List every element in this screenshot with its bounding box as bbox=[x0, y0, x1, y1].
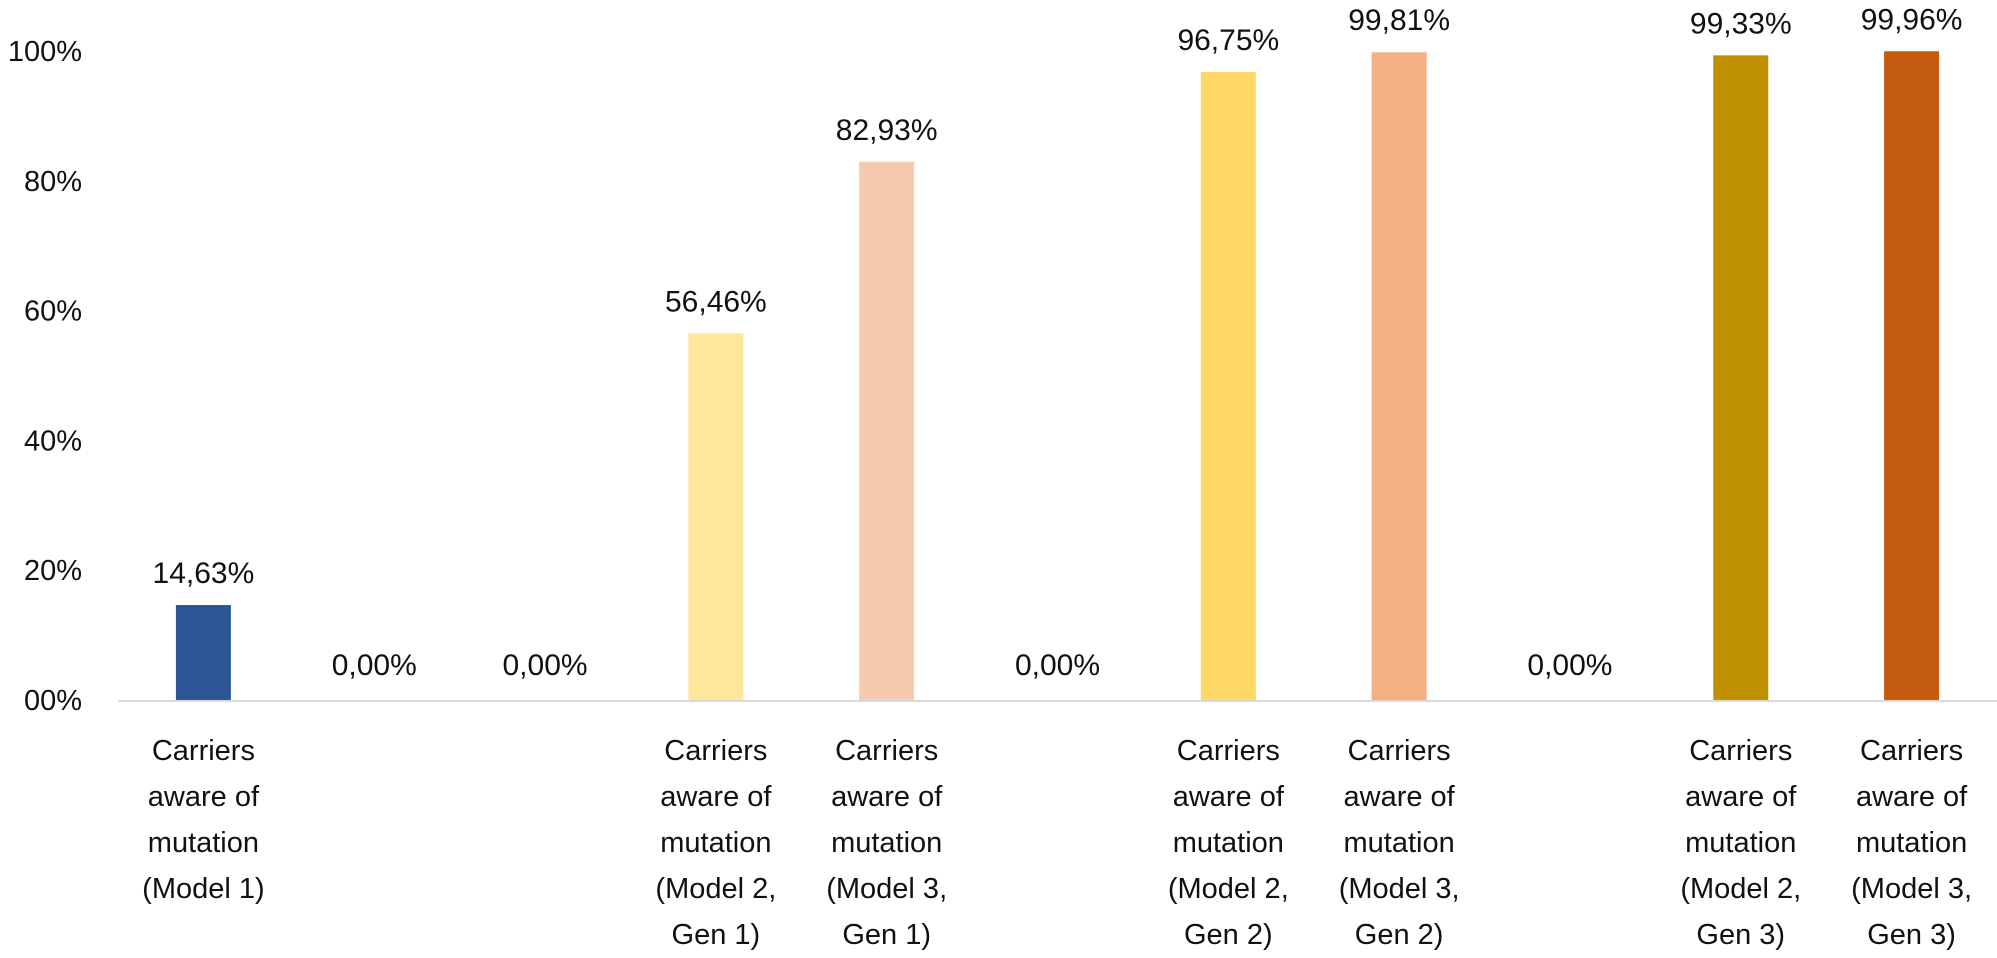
data-label: 82,93% bbox=[836, 114, 938, 147]
data-label: 56,46% bbox=[665, 286, 767, 319]
category-label-line: Carriers bbox=[664, 735, 767, 767]
category-label-line: aware of bbox=[1173, 781, 1285, 813]
category-label-line: Gen 2) bbox=[1355, 919, 1444, 951]
y-tick-label: 80% bbox=[24, 166, 82, 198]
category-label-line: aware of bbox=[1685, 781, 1797, 813]
category-label-line: Carriers bbox=[1689, 735, 1792, 767]
category-label: Carriers aware of mutation (Model 3, Gen 1) bbox=[826, 735, 947, 951]
category-label-line: mutation bbox=[1344, 827, 1455, 859]
category-label-line: Gen 3) bbox=[1696, 919, 1785, 951]
category-label-line: mutation bbox=[1685, 827, 1796, 859]
category-label-line: Carriers bbox=[835, 735, 938, 767]
y-tick-label: 00% bbox=[24, 685, 82, 717]
category-label-line: Gen 1) bbox=[842, 919, 931, 951]
category-label-line: (Model 2, bbox=[655, 873, 776, 905]
data-label: 99,96% bbox=[1861, 3, 1963, 36]
category-label-line: Gen 3) bbox=[1867, 919, 1956, 951]
category-label-line: aware of bbox=[660, 781, 772, 813]
category-label-line: aware of bbox=[1856, 781, 1968, 813]
bar bbox=[175, 605, 231, 700]
data-label: 99,33% bbox=[1690, 7, 1792, 40]
y-tick-label: 100% bbox=[8, 36, 82, 68]
data-label: 0,00% bbox=[1527, 649, 1612, 682]
data-label: 0,00% bbox=[503, 649, 588, 682]
bar bbox=[1713, 55, 1769, 700]
category-label-line: (Model 1) bbox=[142, 873, 265, 905]
category-label-line: (Model 3, bbox=[1851, 873, 1972, 905]
category-label-line: mutation bbox=[660, 827, 771, 859]
bar bbox=[1884, 51, 1940, 701]
y-axis-ticks: 00% 20% 40% 60% 80% 100% bbox=[8, 36, 82, 717]
category-label-line: mutation bbox=[831, 827, 942, 859]
data-labels: 14,63% 0,00% 0,00% 56,46% 82,93% 0,00% 96,75% 9… bbox=[153, 3, 1963, 682]
category-label: Carriers aware of mutation (Model 2, Gen 1) bbox=[655, 735, 776, 951]
y-tick-label: 40% bbox=[24, 425, 82, 457]
category-label-line: Gen 1) bbox=[672, 919, 761, 951]
category-labels: Carriers aware of mutation (Model 1)Carrier… bbox=[142, 735, 1972, 951]
category-label-line: aware of bbox=[831, 781, 943, 813]
category-label-line: Carriers bbox=[152, 735, 255, 767]
category-label-line: mutation bbox=[1173, 827, 1284, 859]
y-tick-label: 20% bbox=[24, 555, 82, 587]
category-label: Carriers aware of mutation (Model 2, Gen 2) bbox=[1168, 735, 1289, 951]
bar bbox=[859, 161, 915, 700]
category-label: Carriers aware of mutation (Model 3, Gen 3) bbox=[1851, 735, 1972, 951]
bar bbox=[1200, 72, 1256, 700]
data-label: 0,00% bbox=[332, 649, 417, 682]
category-label-line: mutation bbox=[148, 827, 259, 859]
category-label-line: aware of bbox=[148, 781, 260, 813]
data-label: 99,81% bbox=[1348, 4, 1450, 37]
data-label: 14,63% bbox=[153, 557, 255, 590]
y-tick-label: 60% bbox=[24, 296, 82, 328]
category-label-line: (Model 2, bbox=[1168, 873, 1289, 905]
bar bbox=[688, 333, 744, 700]
category-label: Carriers aware of mutation (Model 1) bbox=[142, 735, 265, 905]
category-label-line: (Model 3, bbox=[826, 873, 947, 905]
category-label-line: Carriers bbox=[1177, 735, 1280, 767]
category-label-line: (Model 2, bbox=[1680, 873, 1801, 905]
bars bbox=[175, 51, 1940, 701]
category-label-line: (Model 3, bbox=[1339, 873, 1460, 905]
category-label-line: Carriers bbox=[1860, 735, 1963, 767]
category-label-line: Carriers bbox=[1348, 735, 1451, 767]
category-label-line: mutation bbox=[1856, 827, 1967, 859]
category-label-line: Gen 2) bbox=[1184, 919, 1273, 951]
category-label: Carriers aware of mutation (Model 3, Gen 2) bbox=[1339, 735, 1460, 951]
data-label: 96,75% bbox=[1177, 24, 1279, 57]
category-label-line: aware of bbox=[1344, 781, 1456, 813]
bar bbox=[1371, 52, 1427, 701]
data-label: 0,00% bbox=[1015, 649, 1100, 682]
category-label: Carriers aware of mutation (Model 2, Gen 3) bbox=[1680, 735, 1801, 951]
